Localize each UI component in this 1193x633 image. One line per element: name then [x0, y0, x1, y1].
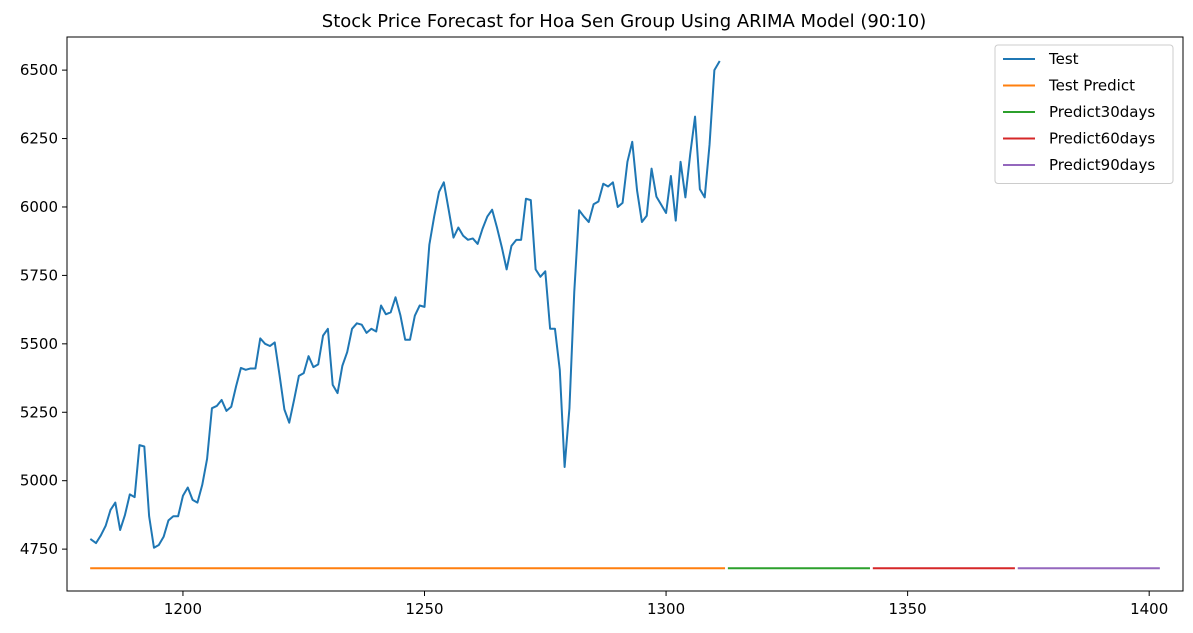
legend-label: Predict90days [1049, 156, 1155, 174]
legend-label: Predict30days [1049, 103, 1155, 121]
x-axis: 1200 1250 1300 1350 1400 [164, 591, 1168, 618]
y-tick-label: 5000 [20, 472, 58, 490]
x-tick-label: 1300 [647, 600, 685, 618]
legend-label: Test Predict [1048, 77, 1135, 95]
legend-label: Predict60days [1049, 130, 1155, 148]
x-tick-label: 1250 [405, 600, 443, 618]
legend: Test Test Predict Predict30days Predict60da… [994, 44, 1174, 184]
y-axis: 4750 5000 5250 5500 5750 6000 6250 6500 [20, 61, 67, 558]
x-tick-label: 1350 [889, 600, 927, 618]
plot-frame [66, 36, 1184, 592]
y-tick-label: 4750 [20, 540, 58, 558]
x-tick-label: 1200 [164, 600, 202, 618]
y-tick-label: 5500 [20, 335, 58, 353]
x-tick-label: 1400 [1130, 600, 1168, 618]
y-tick-label: 5250 [20, 403, 58, 421]
y-tick-label: 6250 [20, 130, 58, 148]
legend-label: Test [1048, 50, 1079, 68]
y-tick-label: 5750 [20, 266, 58, 284]
y-tick-label: 6000 [20, 198, 58, 216]
legend-box [994, 44, 1174, 184]
y-tick-label: 6500 [20, 61, 58, 79]
series-line-test [89, 60, 721, 549]
chart-title: Stock Price Forecast for Hoa Sen Group U… [322, 11, 926, 32]
series-layer [89, 60, 1160, 570]
